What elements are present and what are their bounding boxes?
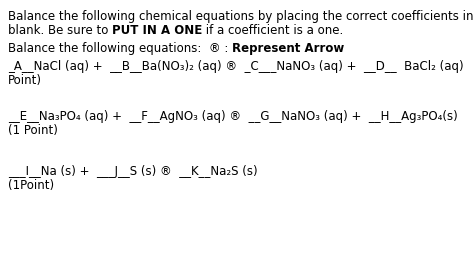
Text: ___I__Na (s) +  ___J__S (s) ®  __K__Na₂S (s): ___I__Na (s) + ___J__S (s) ® __K__Na₂S (…	[8, 165, 258, 178]
Text: blank. Be sure to: blank. Be sure to	[8, 24, 112, 37]
Text: Balance the following equations:  ® :: Balance the following equations: ® :	[8, 42, 232, 55]
Text: __E__Na₃PO₄ (aq) +  __F__AgNO₃ (aq) ®  __G__NaNO₃ (aq) +  __H__Ag₃PO₄(s): __E__Na₃PO₄ (aq) + __F__AgNO₃ (aq) ® __G…	[8, 110, 458, 123]
Text: if a coefficient is a one.: if a coefficient is a one.	[202, 24, 344, 37]
Text: _A__NaCl (aq) +  __B__Ba(NO₃)₂ (aq) ®  _C___NaNO₃ (aq) +  __D__  BaCl₂ (aq)     : _A__NaCl (aq) + __B__Ba(NO₃)₂ (aq) ® _C_…	[8, 60, 474, 73]
Text: (1Point): (1Point)	[8, 179, 54, 192]
Text: Point): Point)	[8, 74, 42, 87]
Text: (1 Point): (1 Point)	[8, 124, 58, 137]
Text: PUT IN A ONE: PUT IN A ONE	[112, 24, 202, 37]
Text: Balance the following chemical equations by placing the correct coefficients in : Balance the following chemical equations…	[8, 10, 474, 23]
Text: Represent Arrow: Represent Arrow	[232, 42, 345, 55]
